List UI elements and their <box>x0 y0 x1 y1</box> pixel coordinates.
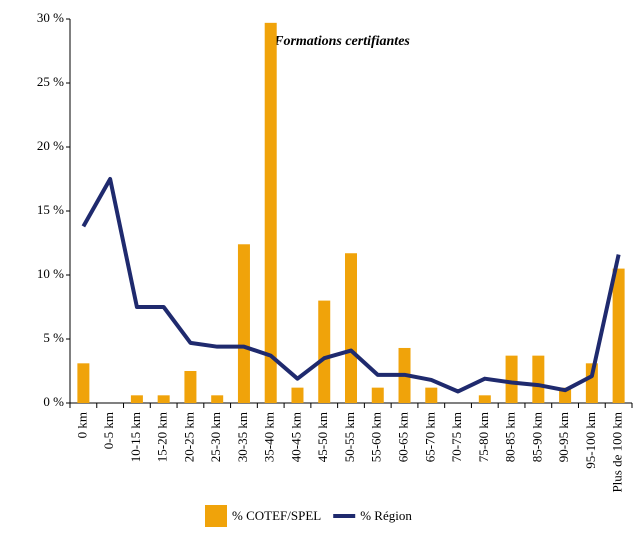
x-tick-label: 15-20 km <box>155 412 170 462</box>
bar <box>184 371 197 403</box>
x-tick-label: 45-50 km <box>315 412 330 462</box>
bar <box>130 395 143 403</box>
x-tick-label: 75-80 km <box>476 412 491 462</box>
bar <box>77 363 90 403</box>
legend-label: % COTEF/SPEL <box>232 508 321 523</box>
chart-title: Formations certifiantes <box>273 34 410 49</box>
x-tick-label: 70-75 km <box>449 412 464 462</box>
bar <box>291 387 304 403</box>
bar <box>478 395 491 403</box>
x-tick-label: 55-60 km <box>369 412 384 462</box>
bar <box>211 395 224 403</box>
bar <box>532 355 545 403</box>
line <box>81 177 621 394</box>
x-tick-label: 80-85 km <box>503 412 518 462</box>
x-tick-label: 0 km <box>74 412 89 438</box>
y-tick-label: 25 % <box>37 74 64 89</box>
bar <box>318 300 331 403</box>
bar <box>425 387 438 403</box>
x-tick-label: 90-95 km <box>556 412 571 462</box>
bar <box>371 387 384 403</box>
x-tick-label: 0-5 km <box>101 412 116 449</box>
x-tick-label: 20-25 km <box>181 412 196 462</box>
bar <box>345 253 357 403</box>
y-tick-label: 10 % <box>37 266 64 281</box>
legend-label: % Région <box>360 508 412 523</box>
x-tick-label: 85-90 km <box>529 412 544 462</box>
y-tick-label: 30 % <box>37 10 64 25</box>
y-tick-label: 20 % <box>37 138 64 153</box>
bar <box>237 244 250 403</box>
x-tick-label: 50-55 km <box>342 412 357 462</box>
y-tick-label: 0 % <box>43 394 64 409</box>
bar <box>157 395 170 403</box>
y-tick-label: 5 % <box>43 330 64 345</box>
x-tick-label: 30-35 km <box>235 412 250 462</box>
bar <box>264 22 277 404</box>
bar <box>505 355 518 403</box>
x-tick-label: 60-65 km <box>396 412 411 462</box>
x-tick-label: 25-30 km <box>208 412 223 462</box>
bar <box>612 268 625 403</box>
x-tick-label: 95-100 km <box>583 412 598 469</box>
bar <box>585 363 598 403</box>
x-tick-label: 40-45 km <box>288 412 303 462</box>
x-tick-label: 65-70 km <box>422 412 437 462</box>
x-tick-label: 10-15 km <box>128 412 143 462</box>
y-tick-label: 15 % <box>37 202 64 217</box>
legend-swatch <box>205 505 227 527</box>
x-tick-label: Plus de 100 km <box>610 412 625 493</box>
x-tick-label: 35-40 km <box>262 412 277 462</box>
